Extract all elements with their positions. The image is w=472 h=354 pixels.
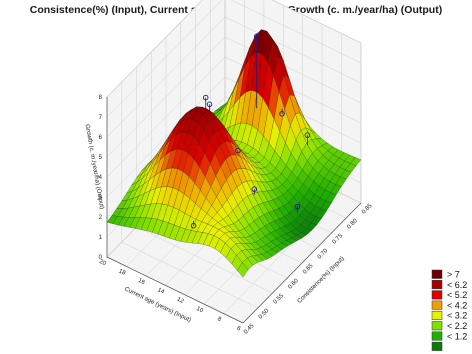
z-tick-label: 6 bbox=[99, 135, 103, 141]
x-axis-title: Consistence(%) (Input) bbox=[296, 255, 346, 305]
legend: > 7< 6.2< 5.2< 4.2< 3.2< 2.2< 1.2 bbox=[431, 269, 467, 351]
y-tick-label: 18 bbox=[118, 268, 127, 277]
legend-label: < 4.2 bbox=[447, 300, 467, 310]
x-tick-label: 0.75 bbox=[332, 233, 345, 246]
z-tick-label: 1 bbox=[99, 235, 103, 241]
z-tick-label: 0 bbox=[99, 255, 103, 261]
y-tick-label: 14 bbox=[156, 287, 165, 296]
x-tick-label: 0.50 bbox=[258, 308, 271, 321]
gridline-z bbox=[106, 76, 362, 198]
y-tick-label: 12 bbox=[176, 297, 185, 306]
y-tick-label: 16 bbox=[137, 278, 146, 287]
data-point bbox=[251, 186, 258, 192]
y-tick-label: 8 bbox=[216, 316, 222, 323]
z-axis-title: Growth (c. m./year/ha) (Output) bbox=[84, 124, 106, 210]
y-tick-label: 20 bbox=[98, 259, 107, 268]
z-tick-label: 5 bbox=[99, 155, 103, 161]
z-tick-label: 4 bbox=[99, 175, 103, 181]
legend-swatch bbox=[431, 331, 443, 341]
x-tick-label: 0.60 bbox=[287, 278, 300, 291]
surface bbox=[106, 29, 362, 278]
gridline-z bbox=[106, 56, 362, 178]
data-point bbox=[202, 94, 209, 101]
legend-label: > 7 bbox=[447, 270, 460, 280]
data-point bbox=[190, 222, 197, 229]
z-tick-label: 3 bbox=[99, 195, 103, 201]
gridline-z bbox=[106, 16, 362, 138]
legend-label: < 5.2 bbox=[447, 290, 467, 300]
data-point bbox=[294, 203, 301, 210]
y-axis-line bbox=[106, 256, 244, 324]
x-tick-label: 0.65 bbox=[302, 263, 315, 276]
gridline-z bbox=[106, 0, 362, 98]
legend-swatch bbox=[431, 310, 443, 320]
z-tick-label: 2 bbox=[99, 215, 103, 221]
gridline-z bbox=[106, 36, 362, 158]
data-point bbox=[235, 147, 241, 154]
legend-swatch bbox=[431, 290, 443, 300]
legend-swatch bbox=[431, 269, 443, 279]
x-tick-label: 0.45 bbox=[243, 323, 256, 336]
gridline-z bbox=[106, 0, 362, 118]
x-tick-label: 0.55 bbox=[273, 293, 286, 306]
data-point bbox=[304, 132, 311, 138]
z-tick-label: 7 bbox=[99, 115, 103, 121]
legend-swatch bbox=[431, 300, 443, 310]
legend-swatch bbox=[431, 321, 443, 331]
x-tick-label: 0.80 bbox=[346, 218, 359, 231]
x-axis-line bbox=[242, 202, 362, 324]
y-tick-label: 10 bbox=[195, 306, 204, 315]
legend-swatch bbox=[431, 280, 443, 290]
legend-label: < 6.2 bbox=[447, 280, 467, 290]
x-tick-label: 0.85 bbox=[361, 203, 374, 216]
x-tick-label: 0.70 bbox=[317, 248, 330, 261]
z-tick-label: 8 bbox=[99, 95, 103, 101]
data-point bbox=[279, 110, 285, 117]
legend-label: < 3.2 bbox=[447, 311, 467, 321]
legend-swatch bbox=[431, 341, 443, 351]
legend-label: < 1.2 bbox=[447, 331, 467, 341]
y-tick-label: 6 bbox=[236, 326, 242, 333]
data-point bbox=[206, 101, 213, 108]
data-point bbox=[253, 33, 260, 40]
surface-cell bbox=[237, 262, 249, 278]
legend-label: < 2.2 bbox=[447, 321, 467, 331]
